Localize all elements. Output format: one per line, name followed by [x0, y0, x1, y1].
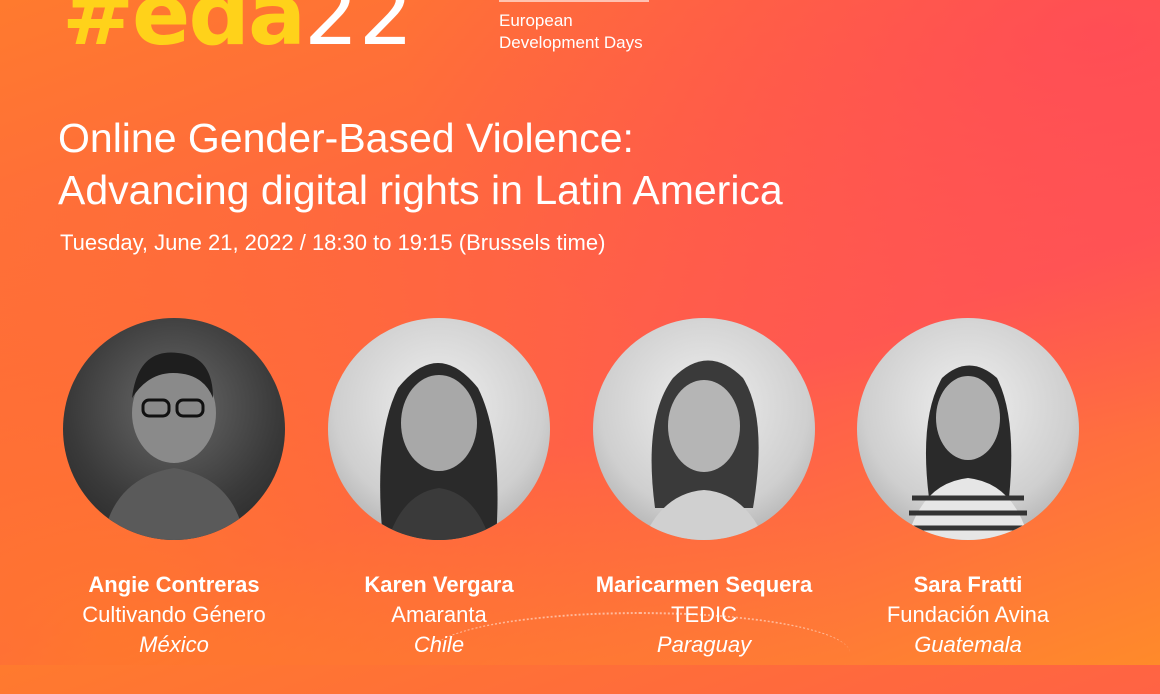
event-title: Online Gender-Based Violence: Advancing … — [58, 112, 783, 216]
speaker-org: Cultivando Género — [82, 602, 266, 627]
speaker-name: Angie Contreras — [88, 572, 260, 597]
brand-line-2: Development Days — [499, 33, 643, 52]
brand-divider — [499, 0, 649, 2]
logo-hashtag: #eda — [62, 0, 306, 65]
speaker-country: México — [139, 632, 209, 657]
speaker-org: Fundación Avina — [886, 602, 1050, 627]
speaker-photo — [593, 318, 815, 540]
speaker-photo — [328, 318, 550, 540]
person-silhouette-icon — [380, 363, 498, 540]
event-datetime: Tuesday, June 21, 2022 / 18:30 to 19:15 … — [60, 230, 606, 255]
brand-name: European Development Days — [499, 10, 643, 54]
person-silhouette-icon — [103, 352, 245, 540]
speaker-photo — [63, 318, 285, 540]
speaker-card: Sara Fratti Fundación Avina Guatemala — [823, 318, 1113, 660]
person-silhouette-icon — [907, 365, 1029, 540]
speaker-name: Karen Vergara — [364, 572, 514, 597]
speaker-name: Sara Fratti — [913, 572, 1023, 597]
speaker-country: Guatemala — [914, 632, 1022, 657]
event-title-line-2: Advancing digital rights in Latin Americ… — [58, 167, 783, 213]
logo-year: 22 — [303, 0, 414, 65]
speaker-name: Maricarmen Sequera — [595, 572, 813, 597]
speakers-row: Angie Contreras Cultivando Género México… — [0, 318, 1160, 665]
person-silhouette-icon — [643, 360, 765, 540]
speaker-card: Maricarmen Sequera TEDIC Paraguay — [559, 318, 849, 660]
eda22-logo: #eda22 — [62, 0, 413, 58]
event-title-line-1: Online Gender-Based Violence: — [58, 115, 634, 161]
speaker-photo — [857, 318, 1079, 540]
speaker-card: Angie Contreras Cultivando Género México — [29, 318, 319, 660]
decorative-dotted-arc — [430, 612, 850, 694]
speaker-org: Amaranta — [391, 602, 487, 627]
brand-line-1: European — [499, 11, 573, 30]
speaker-card: Karen Vergara Amaranta Chile — [294, 318, 584, 660]
